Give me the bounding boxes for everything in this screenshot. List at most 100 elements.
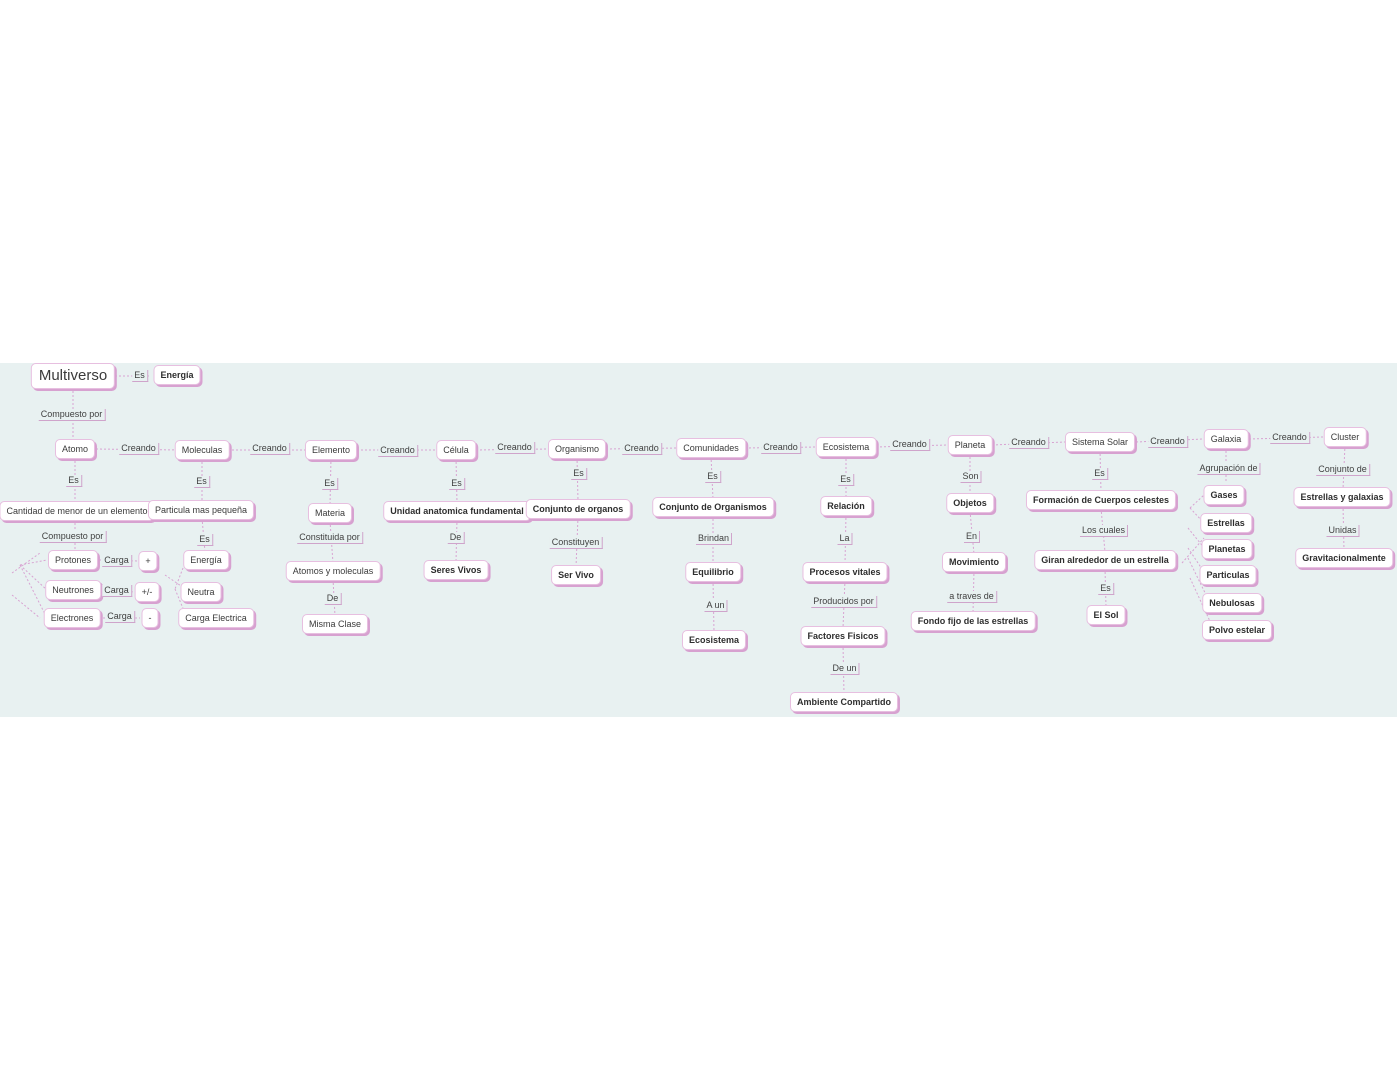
- label-creando-8: Creando: [1009, 437, 1049, 449]
- node-comunidades[interactable]: Comunidades: [676, 438, 746, 458]
- label-en: En: [963, 531, 981, 543]
- label-son: Son: [960, 471, 982, 483]
- node-fondo-fijo[interactable]: Fondo fijo de las estrellas: [910, 611, 1036, 631]
- connector-line-56: [1342, 504, 1345, 551]
- label-es-moleculas2: Es: [197, 534, 213, 546]
- node-plusminus[interactable]: +/-: [134, 582, 160, 602]
- label-es-sistema: Es: [1092, 468, 1108, 480]
- node-estrellas-galaxias[interactable]: Estrellas y galaxias: [1293, 487, 1391, 507]
- node-estrellas[interactable]: Estrellas: [1200, 513, 1252, 533]
- label-creando-7: Creando: [890, 439, 930, 451]
- label-creando-5: Creando: [622, 443, 662, 455]
- label-de-elemento: De: [324, 593, 342, 605]
- node-conjunto-organismos[interactable]: Conjunto de Organismos: [652, 497, 774, 517]
- connector-line-55: [1342, 444, 1346, 490]
- node-formacion[interactable]: Formación de Cuerpos celestes: [1025, 490, 1177, 510]
- label-es-elemento: Es: [322, 478, 338, 490]
- connector-line-18: [11, 594, 41, 619]
- node-neutra[interactable]: Neutra: [180, 582, 222, 602]
- node-elemento[interactable]: Elemento: [304, 440, 358, 460]
- label-es-sistema2: Es: [1098, 583, 1114, 595]
- node-relacion[interactable]: Relación: [820, 496, 872, 516]
- node-organismo[interactable]: Organismo: [547, 439, 607, 459]
- label-creando-10: Creando: [1270, 432, 1310, 444]
- node-gravitacionalmente[interactable]: Gravitacionalmente: [1295, 548, 1393, 568]
- label-compuesto-por-atomo: Compuesto por: [39, 531, 107, 543]
- node-celula[interactable]: Célula: [436, 440, 476, 460]
- label-carga-3: Carga: [105, 611, 135, 623]
- label-creando-2: Creando: [250, 443, 290, 455]
- connector-line-36: [712, 579, 715, 633]
- label-los-cuales: Los cuales: [1079, 525, 1129, 537]
- label-creando-6: Creando: [761, 442, 801, 454]
- node-seres-vivos[interactable]: Seres Vivos: [423, 560, 489, 580]
- node-plus[interactable]: +: [138, 551, 158, 571]
- label-conjunto-de: Conjunto de: [1316, 464, 1370, 476]
- node-gases[interactable]: Gases: [1203, 485, 1245, 505]
- node-atomos-moleculas[interactable]: Atomos y moleculas: [285, 561, 381, 581]
- node-electrones[interactable]: Electrones: [43, 608, 101, 628]
- label-carga-2: Carga: [102, 585, 132, 597]
- node-planetas[interactable]: Planetas: [1201, 539, 1253, 559]
- label-de-un: De un: [830, 663, 860, 675]
- label-constituyen: Constituyen: [549, 537, 603, 549]
- node-ser-vivo[interactable]: Ser Vivo: [551, 565, 601, 585]
- node-factores-fisicos[interactable]: Factores Fisicos: [800, 626, 886, 646]
- node-ambiente-compartido[interactable]: Ambiente Compartido: [789, 692, 899, 712]
- connector-line-25: [174, 588, 188, 619]
- label-creando-3: Creando: [378, 445, 418, 457]
- label-brindan: Brindan: [695, 533, 733, 545]
- label-agrupacion-de: Agrupación de: [1197, 463, 1261, 475]
- node-cantidad[interactable]: Cantidad de menor de un elemento: [0, 501, 155, 521]
- label-la: La: [837, 533, 853, 545]
- node-giran[interactable]: Giran alrededor de un estrella: [1034, 550, 1176, 570]
- node-misma-clase[interactable]: Misma Clase: [301, 614, 369, 634]
- connector-line-15: [19, 564, 48, 591]
- connector-line-48: [1189, 494, 1205, 509]
- node-multiverso[interactable]: Multiverso: [30, 363, 116, 389]
- node-atomo[interactable]: Atomo: [54, 439, 96, 459]
- node-minus[interactable]: -: [141, 608, 159, 628]
- node-energia-top[interactable]: Energía: [153, 365, 201, 385]
- node-polvo-estelar[interactable]: Polvo estelar: [1201, 620, 1273, 640]
- node-movimiento[interactable]: Movimiento: [941, 552, 1007, 572]
- label-es-ecosistema: Es: [838, 474, 854, 486]
- node-protones[interactable]: Protones: [47, 550, 99, 570]
- label-constituida-por: Constituida por: [297, 532, 363, 544]
- label-de-celula: De: [447, 532, 465, 544]
- node-el-sol[interactable]: El Sol: [1086, 605, 1126, 625]
- node-procesos-vitales[interactable]: Procesos vitales: [802, 562, 888, 582]
- node-energia-mol[interactable]: Energía: [183, 550, 229, 570]
- node-galaxia[interactable]: Galaxia: [1203, 429, 1249, 449]
- node-moleculas[interactable]: Moleculas: [174, 440, 230, 460]
- connector-line-50: [1187, 527, 1206, 550]
- node-nebulosas[interactable]: Nebulosas: [1202, 593, 1262, 613]
- connector-line-45: [1100, 507, 1106, 553]
- node-unidad-anatomica[interactable]: Unidad anatomica fundamental: [383, 501, 531, 521]
- connector-line-32: [576, 456, 579, 502]
- node-particula[interactable]: Particula mas pequeña: [147, 500, 255, 520]
- connector-line-46: [1104, 567, 1107, 608]
- connector-line-54: [1181, 537, 1205, 564]
- node-planeta[interactable]: Planeta: [947, 435, 993, 455]
- node-materia[interactable]: Materia: [307, 503, 353, 523]
- node-objetos[interactable]: Objetos: [946, 493, 994, 513]
- node-neutrones[interactable]: Neutrones: [45, 580, 101, 600]
- label-compuesto-por-top: Compuesto por: [38, 409, 106, 421]
- label-creando-4: Creando: [495, 442, 535, 454]
- node-equilibrio[interactable]: Equilibrio: [685, 562, 741, 582]
- node-conjunto-organos[interactable]: Conjunto de organos: [525, 499, 631, 519]
- node-particulas[interactable]: Particulas: [1199, 565, 1257, 585]
- node-ecosistema[interactable]: Ecosistema: [815, 437, 877, 457]
- connector-line-30: [455, 457, 458, 504]
- concept-map-canvas: Multiverso Es Energía Compuesto por Atom…: [0, 363, 1397, 717]
- connector-line-14: [19, 559, 48, 566]
- label-carga-1: Carga: [102, 555, 132, 567]
- node-cluster[interactable]: Cluster: [1323, 427, 1367, 447]
- label-a-traves-de: a traves de: [947, 591, 997, 603]
- connector-line-17: [11, 552, 41, 574]
- label-es-atomo: Es: [66, 475, 82, 487]
- node-sistema-solar[interactable]: Sistema Solar: [1064, 432, 1136, 452]
- node-carga-electrica[interactable]: Carga Electrica: [178, 608, 254, 628]
- node-ecosistema2[interactable]: Ecosistema: [681, 630, 747, 650]
